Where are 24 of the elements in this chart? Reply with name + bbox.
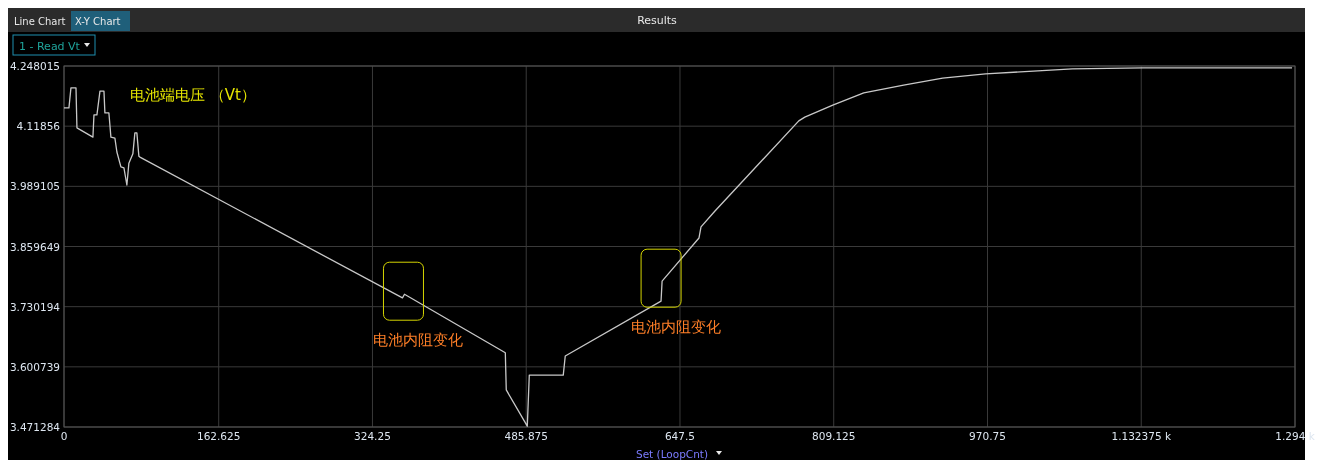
x-tick-label: 809.125 — [812, 430, 856, 442]
annotation: 电池端电压 （Vt） — [130, 86, 256, 104]
y-tick-label: 3.600739 — [9, 360, 60, 373]
y-tick-label: 3.859649 — [9, 240, 60, 253]
y-tick-label: 3.471284 — [9, 421, 61, 433]
annotation: 电池内阻变化 — [373, 331, 464, 350]
line-series — [63, 67, 1293, 427]
y-tick-label: 4.248015 — [9, 60, 60, 72]
x-tick-label: 162.625 — [197, 430, 241, 442]
x-tick-label: 970.75 — [969, 430, 1006, 442]
x-tick-label: 0 — [60, 430, 68, 442]
x-axis-title: Set (LoopCnt) — [635, 448, 709, 460]
x-tick-label: 324.25 — [354, 430, 391, 442]
x-tick-label: 647.5 — [664, 430, 696, 442]
y-tick-label: 4.11856 — [16, 120, 61, 133]
text: X-Y Chart — [75, 16, 121, 27]
x-tick-label: 1.132375 k — [1111, 430, 1172, 442]
y-axis-title: 1 - Read Vt — [19, 40, 81, 53]
y-tick-label: 3.989105 — [9, 180, 60, 193]
y-tick-label: 3.730194 — [9, 300, 61, 313]
chart-title: Results — [637, 14, 678, 27]
annotation: 电池内阻变化 — [631, 318, 722, 337]
x-tick-label: 485.875 — [504, 430, 548, 442]
text: Line Chart — [14, 16, 66, 27]
